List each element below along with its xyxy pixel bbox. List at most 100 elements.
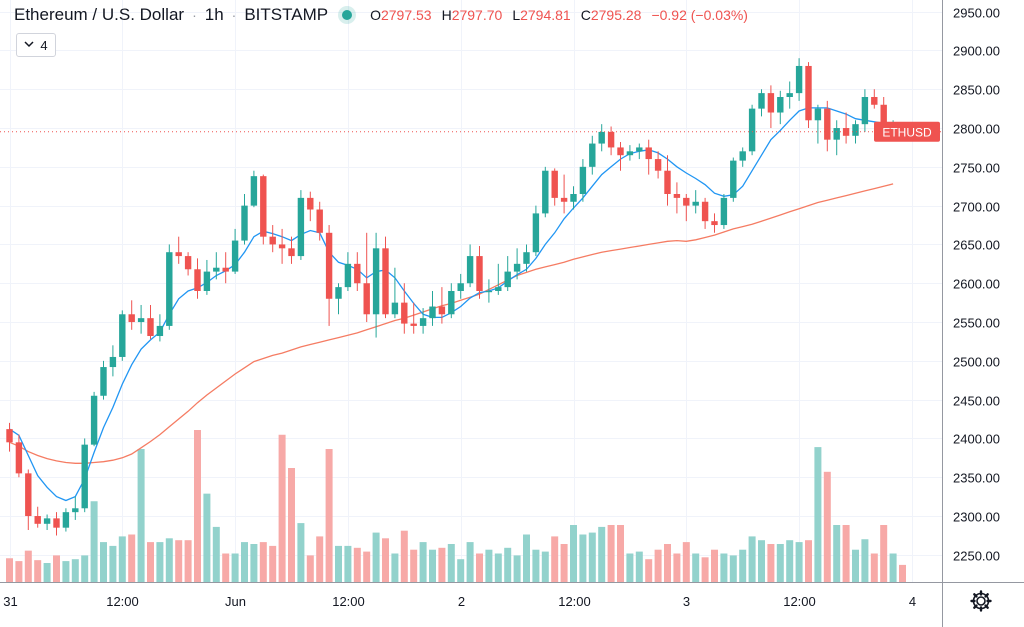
y-tick-label: 2450.00 [953,394,1000,409]
candle-body [805,65,812,121]
candle-body [692,201,699,206]
gear-icon[interactable] [968,588,994,614]
candle-body [325,232,333,299]
volume-bar [635,551,643,582]
volume-bar [598,526,606,582]
candle-body [34,516,41,524]
candle-body [194,269,201,291]
candle-body [532,213,540,253]
volume-bar [795,542,803,582]
volume-bar [71,559,79,582]
candle-body [730,160,737,198]
volume-bar [560,544,568,582]
candle-body [260,176,267,237]
candle-body [701,201,709,222]
y-tick-label: 2900.00 [953,44,1000,59]
volume-bar [466,542,474,582]
candle-body [419,318,427,326]
candle-body [410,323,417,326]
chevron-down-icon [24,40,34,51]
candle-body [504,271,511,288]
candle-body [589,143,596,167]
volume-bar [353,547,361,582]
symbol-title[interactable]: Ethereum / U.S. Dollar [14,5,185,24]
candle-body [119,314,126,357]
candle-body [598,131,605,144]
x-tick-label: 12:00 [106,594,139,609]
volume-bar [739,549,747,582]
candle-body [43,518,51,524]
candle-body [250,176,258,206]
symbol-price-tag: ETHUSD [874,121,940,142]
indicators-toggle-button[interactable]: 4 [16,33,56,57]
volume-bar [805,540,812,582]
volume-bar [823,471,831,582]
candle-body [673,194,681,198]
candle-body [542,170,549,214]
candle-body [880,104,887,132]
volume-bar [504,547,512,582]
volume-bar [109,545,117,582]
volume-bar [447,544,455,582]
candle-body [607,131,615,148]
exchange-label: BITSTAMP [244,5,329,24]
candle-body [683,197,690,206]
volume-bar [861,539,869,582]
interval-label[interactable]: 1h [204,5,224,24]
close-value: 2795.28 [590,7,642,23]
volume-bar [288,468,295,582]
volume-bar [438,547,446,582]
candle-body [316,209,323,233]
volume-bar [682,542,690,582]
candle-body [748,108,756,152]
volume-bar [137,449,145,582]
x-tick-label: 12:00 [783,594,816,609]
candle-body [109,356,117,368]
y-tick-label: 2700.00 [953,200,1000,215]
candle-body [297,197,305,257]
candle-body [147,318,154,337]
y-tick-label: 2250.00 [953,549,1000,564]
x-tick-label: 12:00 [558,594,591,609]
volume-bar [222,553,230,582]
volume-bar [6,558,13,582]
open-value: 2797.53 [380,7,432,23]
candle-body [654,159,662,171]
volume-bar [165,538,173,582]
candle-body [429,306,436,319]
candle-body [307,197,314,210]
volume-bar [513,555,521,582]
ohlc-values: O2797.53 H2797.70 L2794.81 C2795.28 −0.9… [370,7,748,23]
volume-bar [870,553,878,582]
candle-body [438,306,446,315]
volume-bar [118,536,126,582]
candle-body [466,256,474,284]
volume-bar [344,545,352,582]
volume-bar [372,532,380,582]
volume-bar [457,559,465,582]
volume-bar [852,549,859,582]
volume-bar [269,545,277,582]
candle-body [72,508,79,513]
candle-body [495,287,502,291]
volume-bar [701,557,709,582]
volume-bar [758,540,765,582]
y-tick-label: 2350.00 [953,471,1000,486]
candle-body [739,151,746,161]
volume-bar [673,553,681,582]
candle-body [448,291,455,315]
candle-body [6,429,13,443]
volume-bar [391,553,399,582]
volume-bar [476,553,483,582]
change-value: −0.92 (−0.03%) [651,7,748,23]
candle-body [852,124,859,136]
volume-bar [692,553,700,582]
volume-bar [335,545,342,582]
volume-bar [400,530,408,582]
volume-bar [889,553,897,582]
y-tick-label: 2850.00 [953,83,1000,98]
candle-body [645,147,652,160]
candle-body [241,205,248,241]
candle-body [579,166,587,194]
